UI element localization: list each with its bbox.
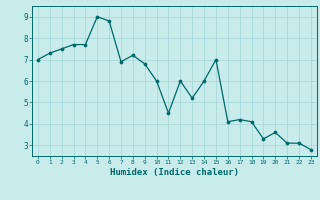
X-axis label: Humidex (Indice chaleur): Humidex (Indice chaleur): [110, 168, 239, 177]
